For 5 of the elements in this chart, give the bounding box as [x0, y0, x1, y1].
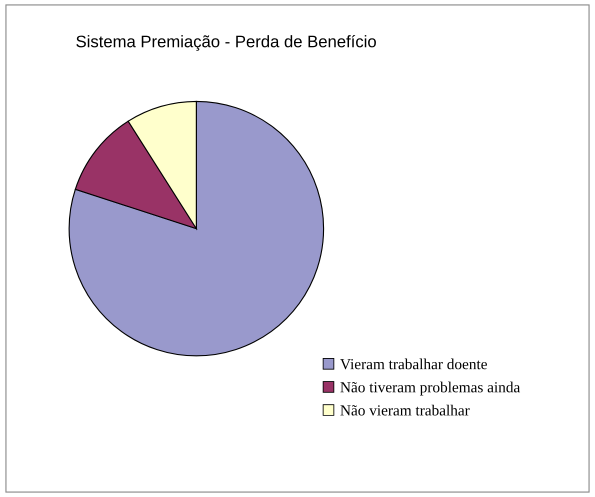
legend-label: Não tiveram problemas ainda — [340, 382, 520, 396]
chart-title: Sistema Premiação - Perda de Benefício — [76, 34, 376, 51]
legend-label: Não vieram trabalhar — [340, 404, 470, 416]
legend-label: Vieram trabalhar doente — [340, 358, 487, 370]
pie-slice — [68, 100, 324, 356]
